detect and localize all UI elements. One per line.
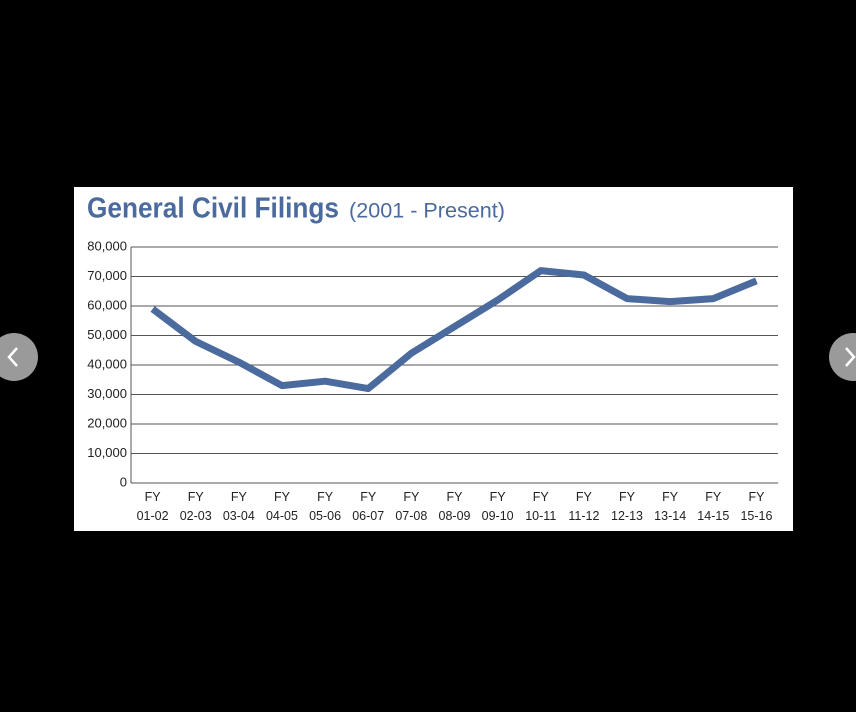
x-tick-line: 06-07 (352, 509, 384, 523)
x-tick-label: FY 11-12 (568, 490, 599, 523)
x-tick-line: 01-02 (137, 509, 169, 523)
x-tick-label: FY 03-04 (223, 490, 255, 523)
x-tick-label: FY 14-15 (697, 490, 729, 523)
x-tick-line: 05-06 (309, 509, 341, 523)
x-tick-label: FY 10-11 (525, 490, 556, 523)
x-tick-line: 15-16 (740, 509, 772, 523)
x-tick-line: FY (533, 490, 550, 504)
x-tick-line: 14-15 (697, 509, 729, 523)
x-tick-label: FY 01-02 (137, 490, 169, 523)
x-tick-label: FY 04-05 (266, 490, 298, 523)
x-tick-label: FY 15-16 (740, 490, 772, 523)
x-tick-line: FY (188, 490, 205, 504)
x-tick-line: FY (447, 490, 464, 504)
x-tick-line: FY (403, 490, 420, 504)
x-tick-label: FY 06-07 (352, 490, 384, 523)
y-tick-label: 10,000 (87, 445, 127, 460)
x-tick-line: 09-10 (482, 509, 514, 523)
y-tick-label: 60,000 (87, 297, 127, 312)
prev-circle[interactable] (0, 333, 38, 381)
x-tick-label: FY 07-08 (395, 490, 427, 523)
chart-image (74, 187, 793, 531)
y-tick-label: 20,000 (87, 415, 127, 430)
y-tick-label: 0 (120, 474, 127, 489)
next-arrow[interactable] (845, 347, 856, 367)
x-tick-label: FY 05-06 (309, 490, 341, 523)
data-line (150, 267, 758, 393)
x-tick-line: 13-14 (654, 509, 686, 523)
next-circle[interactable] (829, 333, 856, 381)
x-tick-line: 02-03 (180, 509, 212, 523)
x-tick-line: FY (317, 490, 334, 504)
x-tick-line: FY (490, 490, 507, 504)
x-tick-line: FY (705, 490, 722, 504)
x-tick-label: FY 08-09 (439, 490, 471, 523)
y-tick-label: 50,000 (87, 327, 127, 342)
prev-arrow[interactable] (7, 347, 18, 367)
y-tick-label: 30,000 (87, 386, 127, 401)
x-tick-label: FY 02-03 (180, 490, 212, 523)
x-tick-line: 08-09 (439, 509, 471, 523)
x-tick-label: FY 09-10 (482, 490, 514, 523)
x-tick-line: FY (576, 490, 593, 504)
x-tick-line: 11-12 (568, 509, 599, 523)
next-button[interactable] (829, 333, 856, 381)
chart-subtitle: (2001 - Present) (349, 200, 505, 223)
x-tick-label: FY 12-13 (611, 490, 643, 523)
x-tick-line: 04-05 (266, 509, 298, 523)
prev-button[interactable] (0, 333, 38, 381)
x-tick-line: 03-04 (223, 509, 255, 523)
x-tick-line: FY (662, 490, 679, 504)
x-tick-line: 07-08 (395, 509, 427, 523)
x-tick-line: FY (748, 490, 765, 504)
x-tick-line: FY (231, 490, 248, 504)
y-tick-label: 80,000 (87, 238, 127, 253)
x-tick-line: FY (274, 490, 291, 504)
chart-title: General Civil Filings (87, 193, 339, 225)
y-tick-label: 40,000 (87, 356, 127, 371)
y-tick-label: 70,000 (87, 268, 127, 283)
x-tick-line: FY (145, 490, 162, 504)
x-tick-label: FY 13-14 (654, 490, 686, 523)
x-tick-line: FY (360, 490, 377, 504)
x-tick-line: 10-11 (525, 509, 556, 523)
x-tick-line: 12-13 (611, 509, 643, 523)
x-tick-line: FY (619, 490, 636, 504)
